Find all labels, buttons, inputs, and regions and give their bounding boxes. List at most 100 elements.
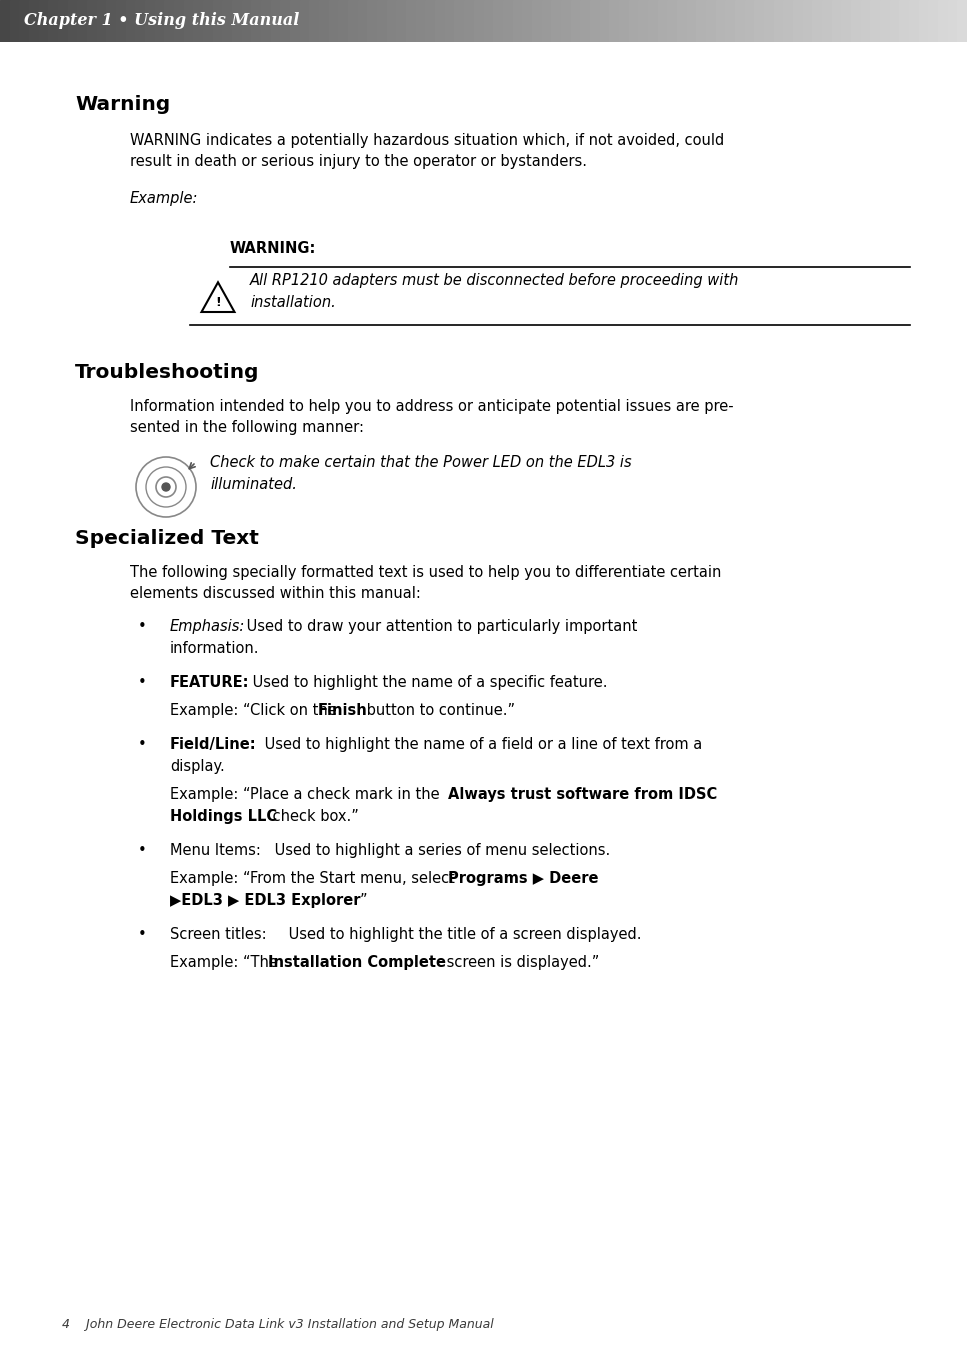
Bar [164,0,176,42]
Text: Information intended to help you to address or anticipate potential issues are p: Information intended to help you to addr… [130,398,734,435]
Bar [687,0,698,42]
Text: illuminated.: illuminated. [210,476,297,493]
Text: Programs ▶ Deere: Programs ▶ Deere [448,871,599,886]
Bar [464,0,476,42]
Text: ”: ” [360,892,367,909]
Bar [484,0,495,42]
Text: The following specially formatted text is used to help you to differentiate cert: The following specially formatted text i… [130,565,721,602]
Text: Used to draw your attention to particularly important: Used to draw your attention to particula… [242,619,637,634]
Bar [580,0,592,42]
Bar [406,0,418,42]
Text: !: ! [215,296,220,310]
Bar [561,0,572,42]
Bar [609,0,621,42]
Text: •: • [138,674,147,690]
Bar [542,0,553,42]
Bar [48,0,60,42]
Bar [899,0,911,42]
Bar [106,0,118,42]
Bar [213,0,224,42]
Text: installation.: installation. [250,295,336,310]
Bar [764,0,776,42]
Text: Holdings LLC: Holdings LLC [170,809,278,824]
Bar [126,0,137,42]
Bar [551,0,563,42]
Bar [135,0,147,42]
Bar [851,0,863,42]
Text: Used to highlight the title of a screen displayed.: Used to highlight the title of a screen … [284,927,641,942]
Bar [629,0,640,42]
Bar [754,0,766,42]
Text: Check to make certain that the Power LED on the EDL3 is: Check to make certain that the Power LED… [210,455,631,470]
Bar [861,0,872,42]
Text: Example: “From the Start menu, select: Example: “From the Start menu, select [170,871,459,886]
Bar [619,0,630,42]
Text: Example:: Example: [130,191,198,206]
Bar [97,0,108,42]
Bar [280,0,292,42]
Bar [425,0,437,42]
Bar [68,0,79,42]
Bar [783,0,795,42]
Text: •: • [138,927,147,942]
Text: WARNING indicates a potentially hazardous situation which, if not avoided, could: WARNING indicates a potentially hazardou… [130,133,724,170]
Bar [445,0,456,42]
Text: •: • [138,738,147,752]
Text: screen is displayed.”: screen is displayed.” [442,956,600,970]
Bar [329,0,340,42]
Bar [870,0,882,42]
Bar [696,0,708,42]
Bar [19,0,31,42]
Bar [841,0,853,42]
Bar [387,0,398,42]
Bar [242,0,253,42]
Bar [193,0,205,42]
Bar [39,0,50,42]
Bar [348,0,360,42]
Bar [638,0,650,42]
Text: Always trust software from IDSC: Always trust software from IDSC [448,787,718,802]
Text: Chapter 1 • Using this Manual: Chapter 1 • Using this Manual [24,12,300,28]
Bar [10,0,21,42]
Text: Used to highlight the name of a specific feature.: Used to highlight the name of a specific… [248,674,607,690]
Bar [909,0,921,42]
Bar [803,0,814,42]
Bar [174,0,186,42]
Bar [667,0,679,42]
Bar [222,0,234,42]
Bar [377,0,389,42]
Bar [474,0,485,42]
Bar [77,0,89,42]
Bar [454,0,466,42]
Bar [706,0,718,42]
Text: Used to highlight the name of a field or a line of text from a: Used to highlight the name of a field or… [260,738,702,752]
Bar [513,0,524,42]
Text: Emphasis:: Emphasis: [170,619,246,634]
Text: WARNING:: WARNING: [230,241,316,256]
Bar [58,0,70,42]
Text: information.: information. [170,641,259,656]
Text: Warning: Warning [75,96,170,114]
Bar [571,0,582,42]
Bar [957,0,967,42]
Bar [155,0,166,42]
Text: •: • [138,843,147,857]
Bar [928,0,940,42]
Bar [677,0,689,42]
Bar [261,0,273,42]
Bar [396,0,408,42]
Bar [184,0,195,42]
Bar [367,0,379,42]
Text: Used to highlight a series of menu selections.: Used to highlight a series of menu selec… [270,843,610,857]
Text: Menu Items:: Menu Items: [170,843,261,857]
Bar [116,0,128,42]
Bar [822,0,834,42]
Bar [600,0,611,42]
Bar [435,0,447,42]
Text: FEATURE:: FEATURE: [170,674,249,690]
Bar [203,0,215,42]
Bar [658,0,669,42]
Bar [358,0,369,42]
Bar [290,0,302,42]
Bar [890,0,901,42]
